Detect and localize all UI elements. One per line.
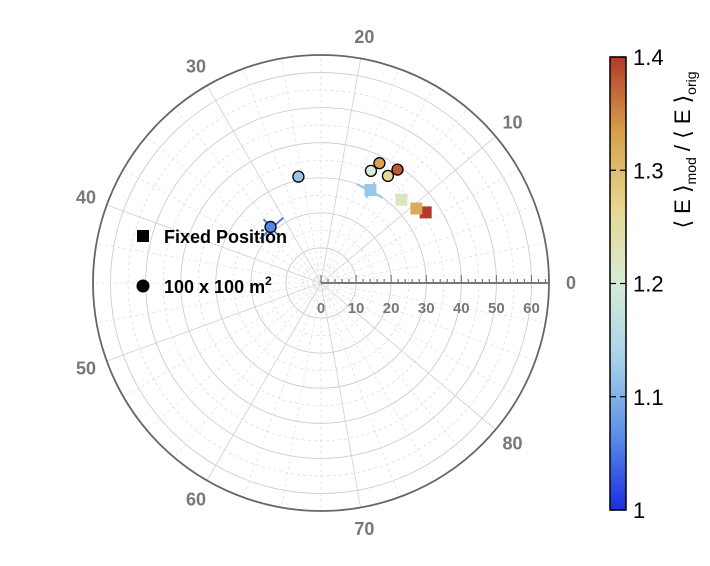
radial-tick-label: 10 bbox=[348, 300, 365, 317]
radial-tick-label: 30 bbox=[418, 300, 435, 317]
circle-marker bbox=[391, 163, 404, 176]
grid-spoke bbox=[320, 58, 361, 284]
colorbar-tick-label: 1.1 bbox=[633, 385, 664, 410]
grid-spoke bbox=[320, 204, 536, 284]
grid-spoke bbox=[320, 85, 436, 284]
grid-spoke bbox=[320, 282, 496, 430]
circle-marker bbox=[264, 220, 277, 234]
grid-spoke bbox=[320, 136, 496, 284]
grid-spoke bbox=[123, 282, 322, 398]
legend-label: Fixed Position bbox=[164, 227, 287, 247]
angle-tick-label: 80 bbox=[502, 434, 522, 454]
angle-tick-label: 70 bbox=[354, 519, 374, 539]
grid-spoke bbox=[174, 108, 322, 284]
polar-axes: 0 10 20 30 40 50 60 70 80 0 10 20 30 40 50 60 bbox=[76, 27, 576, 539]
polar-grid bbox=[93, 55, 549, 511]
grid-spoke bbox=[320, 243, 546, 284]
legend-label: 100 x 100 m2 bbox=[164, 274, 272, 297]
circle-marker bbox=[292, 170, 305, 183]
radial-tick-label: 0 bbox=[317, 300, 325, 317]
colorbar-tick-label: 1.3 bbox=[633, 158, 664, 183]
grid-spoke bbox=[96, 243, 322, 284]
grid-spoke bbox=[320, 282, 436, 481]
colorbar-tick-label: 1.4 bbox=[633, 45, 664, 70]
grid-spoke bbox=[320, 282, 519, 398]
grid-spoke bbox=[106, 204, 322, 284]
grid-spoke bbox=[242, 68, 322, 284]
grid-spoke bbox=[320, 168, 519, 284]
square-marker bbox=[364, 184, 377, 197]
angle-tick-label: 10 bbox=[502, 112, 522, 132]
grid-spoke bbox=[320, 68, 400, 284]
circle-marker bbox=[381, 169, 395, 183]
grid-spoke bbox=[320, 282, 361, 508]
colorbar: 1 1.1 1.2 1.3 1.4⟨ E ⟩mod / ⟨ E ⟩orig bbox=[609, 45, 699, 523]
grid-spoke bbox=[146, 136, 322, 284]
grid-spoke bbox=[320, 282, 546, 323]
legend-circle-icon bbox=[136, 279, 150, 293]
grid-spoke bbox=[146, 282, 322, 430]
radial-tick-label: 40 bbox=[453, 300, 470, 317]
colorbar-title: ⟨ E ⟩mod / ⟨ E ⟩orig bbox=[670, 71, 699, 228]
radial-tick-label: 20 bbox=[383, 300, 400, 317]
angle-tick-label: 60 bbox=[186, 490, 206, 510]
grid-spoke bbox=[320, 282, 468, 458]
circle-marker bbox=[364, 164, 378, 177]
square-marker bbox=[410, 202, 423, 215]
grid-spoke bbox=[106, 282, 322, 362]
square-marker bbox=[419, 206, 432, 219]
data-markers bbox=[264, 157, 432, 234]
circle-marker bbox=[373, 157, 386, 170]
angle-tick-label: 30 bbox=[186, 56, 206, 76]
grid-spoke bbox=[320, 282, 536, 362]
colorbar-tick-label: 1 bbox=[633, 498, 645, 523]
grid-spoke bbox=[320, 108, 468, 284]
angle-tick-label: 40 bbox=[76, 187, 96, 207]
square-marker bbox=[395, 193, 408, 206]
grid-spoke bbox=[320, 282, 400, 498]
radial-tick-label: 60 bbox=[523, 300, 540, 317]
angle-tick-label: 20 bbox=[354, 27, 374, 47]
grid-spoke bbox=[96, 282, 322, 323]
grid-spoke bbox=[206, 282, 322, 481]
legend: Fixed Position 100 x 100 m2 bbox=[136, 227, 287, 297]
angle-tick-label: 50 bbox=[76, 359, 96, 379]
legend-square-icon bbox=[137, 230, 149, 242]
grid-spoke bbox=[174, 282, 322, 458]
grid-spoke bbox=[123, 168, 322, 284]
grid-spoke bbox=[281, 282, 322, 508]
radial-tick-label: 50 bbox=[488, 300, 505, 317]
angle-tick-label: 0 bbox=[566, 273, 576, 293]
grid-spoke bbox=[206, 85, 322, 284]
grid-spoke bbox=[281, 58, 322, 284]
colorbar-tick-label: 1.2 bbox=[633, 272, 664, 297]
grid-spoke bbox=[242, 282, 322, 498]
